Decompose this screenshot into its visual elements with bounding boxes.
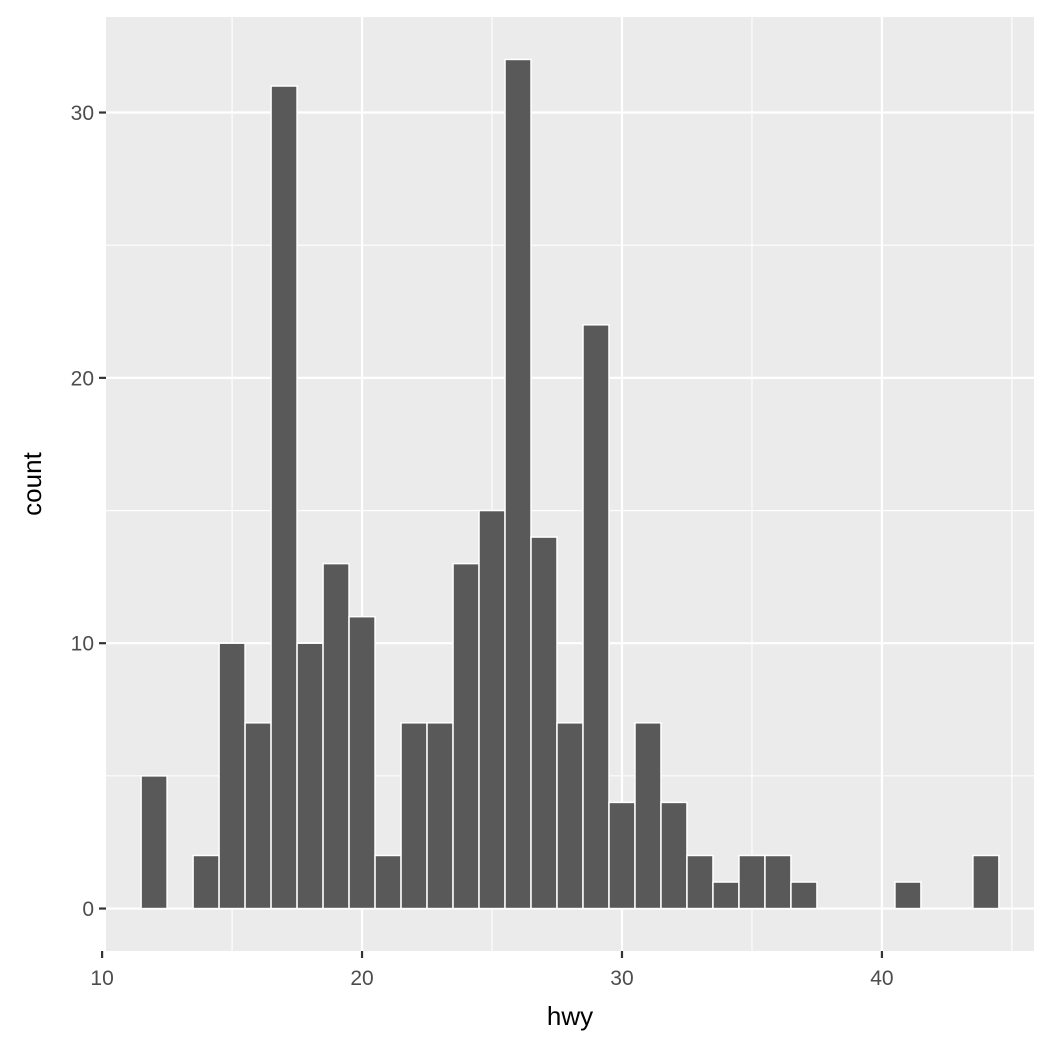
histogram-bar [608,801,636,910]
x-axis-title: hwy [547,1001,593,1031]
histogram-bar [972,854,1000,910]
histogram-bar [530,536,558,910]
x-axis: 10 20 30 40 [90,951,894,990]
histogram-bar [738,854,766,910]
histogram-bar [322,562,350,910]
histogram-bar [894,881,922,910]
histogram-bar [790,881,818,910]
histogram-bar [374,854,402,910]
histogram-bar [400,722,428,910]
y-tick-label: 10 [71,633,94,656]
histogram-bar [426,722,454,910]
minor-gridlines [106,17,1034,951]
histogram-bar [296,642,324,910]
histogram-bar [478,509,506,910]
histogram-bar [452,562,480,910]
histogram-bar [192,854,220,910]
histogram-bar [634,722,662,910]
histogram-bar [218,642,246,910]
histogram-bar [660,801,688,910]
histogram-bar [582,324,610,910]
histogram-bar [270,85,298,910]
y-tick-label: 20 [71,367,94,390]
major-gridlines [101,17,1034,951]
histogram-bar [712,881,740,910]
y-tick-label: 30 [71,102,94,125]
y-axis: 0 10 20 30 [71,102,106,921]
x-tick-label: 40 [870,967,893,990]
histogram-bar [244,722,272,910]
histogram-bar [686,854,714,910]
histogram-bar [556,722,584,910]
x-tick-label: 20 [350,967,373,990]
histogram-bar [348,615,376,910]
x-tick-label: 10 [90,967,113,990]
histogram-bar [140,775,168,910]
histogram-bar [504,58,532,910]
y-tick-label: 0 [82,898,94,921]
histogram-bar [764,854,792,910]
x-tick-label: 30 [610,967,633,990]
bars [140,58,1000,910]
y-axis-title: count [17,451,47,515]
